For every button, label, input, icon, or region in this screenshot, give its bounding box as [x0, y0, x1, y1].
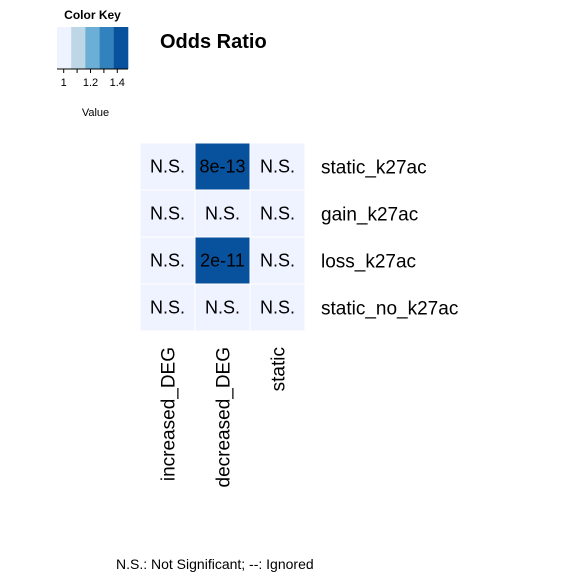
- footnote: N.S.: Not Significant; --: Ignored: [116, 556, 314, 572]
- color-key-swatch: [71, 27, 86, 69]
- heatmap-cell: [139, 236, 196, 285]
- column-label: static: [269, 347, 290, 391]
- column-label: decreased_DEG: [214, 347, 235, 487]
- heatmap-cell-label: N.S.: [205, 204, 240, 224]
- row-label: loss_k27ac: [321, 252, 416, 273]
- heatmap-cell-label: N.S.: [150, 298, 185, 318]
- heatmap-cell-label: N.S.: [205, 298, 240, 318]
- heatmap-cell-label: N.S.: [260, 298, 295, 318]
- color-key: Color Key 1 1.2 1.4 Value: [57, 8, 129, 119]
- color-key-tick-label: 1.4: [110, 77, 125, 89]
- row-label: gain_k27ac: [321, 205, 418, 226]
- row-label: static_k27ac: [321, 158, 427, 179]
- heatmap-cell: [249, 283, 306, 332]
- color-key-swatch: [57, 27, 72, 69]
- color-key-title: Color Key: [64, 8, 121, 22]
- color-key-xlabel: Value: [82, 107, 109, 119]
- chart-title: Odds Ratio: [160, 31, 267, 53]
- color-key-swatch: [113, 27, 129, 69]
- color-key-swatch: [99, 27, 115, 69]
- heatmap-cell-label: 8e-13: [199, 157, 245, 177]
- heatmap-cell-label: N.S.: [150, 157, 185, 177]
- column-label: increased_DEG: [159, 347, 180, 481]
- heatmap-cell: [194, 236, 251, 285]
- heatmap-cell: [249, 142, 306, 191]
- heatmap-cell: [139, 283, 196, 332]
- heatmap-cell: [194, 189, 251, 238]
- heatmap-cell-label: N.S.: [150, 204, 185, 224]
- heatmap-cell: [249, 189, 306, 238]
- heatmap-cell: [194, 283, 251, 332]
- heatmap-cell-label: 2e-11: [200, 251, 245, 271]
- heatmap-cell-label: N.S.: [260, 251, 295, 271]
- row-label: static_no_k27ac: [321, 299, 458, 320]
- color-key-tick-label: 1.2: [83, 77, 98, 89]
- heatmap-cells: N.S. 8e-13 N.S. N.S. N.S. N.S. N.S. 2e-11 N.S. N.…: [139, 142, 306, 332]
- color-key-tick-label: 1: [61, 77, 67, 89]
- row-labels: static_k27ac gain_k27ac loss_k27ac static_n…: [321, 158, 458, 320]
- heatmap-cell-label: N.S.: [150, 251, 185, 271]
- column-labels: increased_DEG decreased_DEG static: [159, 347, 290, 487]
- heatmap-cell-label: N.S.: [260, 204, 295, 224]
- color-key-swatch: [85, 27, 100, 69]
- heatmap-cell: [139, 189, 196, 238]
- heatmap-cell-label: N.S.: [260, 157, 295, 177]
